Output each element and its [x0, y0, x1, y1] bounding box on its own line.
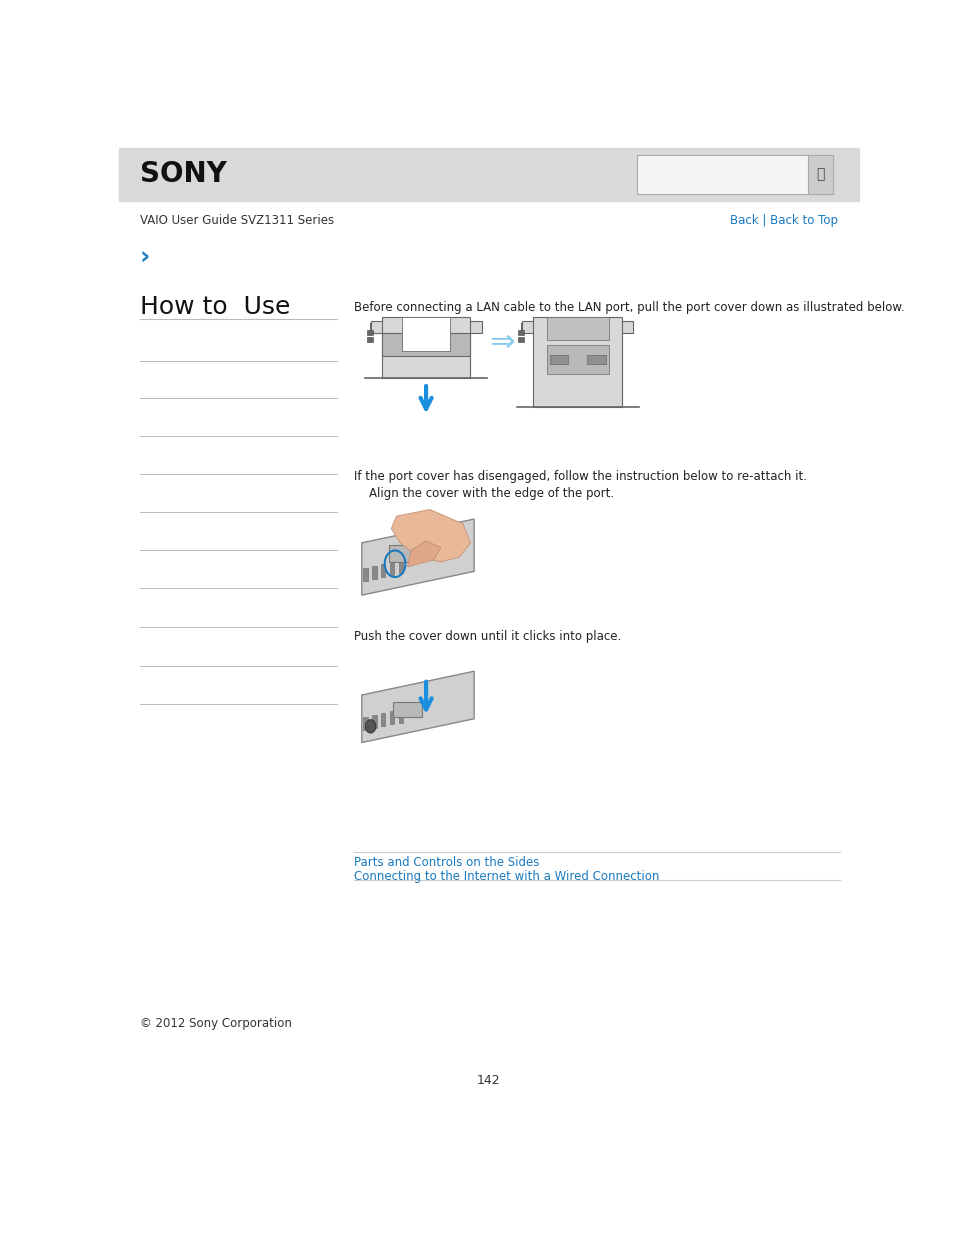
Bar: [518, 330, 524, 335]
Circle shape: [365, 720, 375, 734]
Text: VAIO User Guide SVZ1311 Series: VAIO User Guide SVZ1311 Series: [140, 214, 334, 227]
Bar: [398, 559, 403, 573]
Bar: [381, 316, 470, 378]
Polygon shape: [407, 541, 440, 567]
Bar: [370, 321, 481, 332]
Polygon shape: [361, 672, 474, 742]
Bar: [549, 354, 568, 364]
Text: © 2012 Sony Corporation: © 2012 Sony Corporation: [140, 1016, 292, 1030]
Bar: [363, 716, 367, 730]
Bar: [372, 566, 376, 579]
Bar: [546, 345, 608, 373]
Text: Parts and Controls on the Sides: Parts and Controls on the Sides: [354, 856, 539, 869]
Text: Back | Back to Top: Back | Back to Top: [729, 214, 837, 227]
Bar: [586, 354, 605, 364]
Bar: [564, 321, 590, 330]
Polygon shape: [361, 519, 474, 595]
Bar: [393, 701, 422, 716]
Bar: [390, 562, 394, 576]
Bar: [807, 154, 832, 194]
Bar: [367, 330, 373, 335]
Bar: [533, 316, 621, 406]
Bar: [411, 321, 441, 330]
Bar: [367, 337, 373, 342]
Bar: [546, 316, 608, 341]
Bar: [380, 713, 385, 726]
Text: SONY: SONY: [140, 161, 227, 189]
Text: Push the cover down until it clicks into place.: Push the cover down until it clicks into…: [354, 630, 621, 642]
Bar: [398, 709, 403, 722]
Bar: [518, 337, 524, 342]
Bar: [389, 545, 422, 562]
Bar: [390, 711, 394, 725]
Bar: [521, 321, 633, 332]
Bar: [380, 563, 385, 577]
Bar: [363, 568, 367, 580]
Text: If the port cover has disengaged, follow the instruction below to re-attach it.: If the port cover has disengaged, follow…: [354, 469, 806, 483]
Text: Align the cover with the edge of the port.: Align the cover with the edge of the por…: [354, 487, 614, 500]
Bar: [381, 332, 470, 357]
Bar: [401, 316, 450, 351]
Bar: [372, 715, 376, 729]
Text: Connecting to the Internet with a Wired Connection: Connecting to the Internet with a Wired …: [354, 871, 659, 883]
Text: ›: ›: [140, 246, 150, 269]
Text: ⌕: ⌕: [816, 168, 823, 182]
Text: How to  Use: How to Use: [140, 295, 290, 319]
Text: ⇒: ⇒: [489, 327, 514, 357]
Bar: [119, 148, 858, 200]
Polygon shape: [391, 510, 470, 562]
Text: Before connecting a LAN cable to the LAN port, pull the port cover down as illus: Before connecting a LAN cable to the LAN…: [354, 301, 904, 315]
Text: 142: 142: [476, 1073, 500, 1087]
Bar: [637, 154, 832, 194]
